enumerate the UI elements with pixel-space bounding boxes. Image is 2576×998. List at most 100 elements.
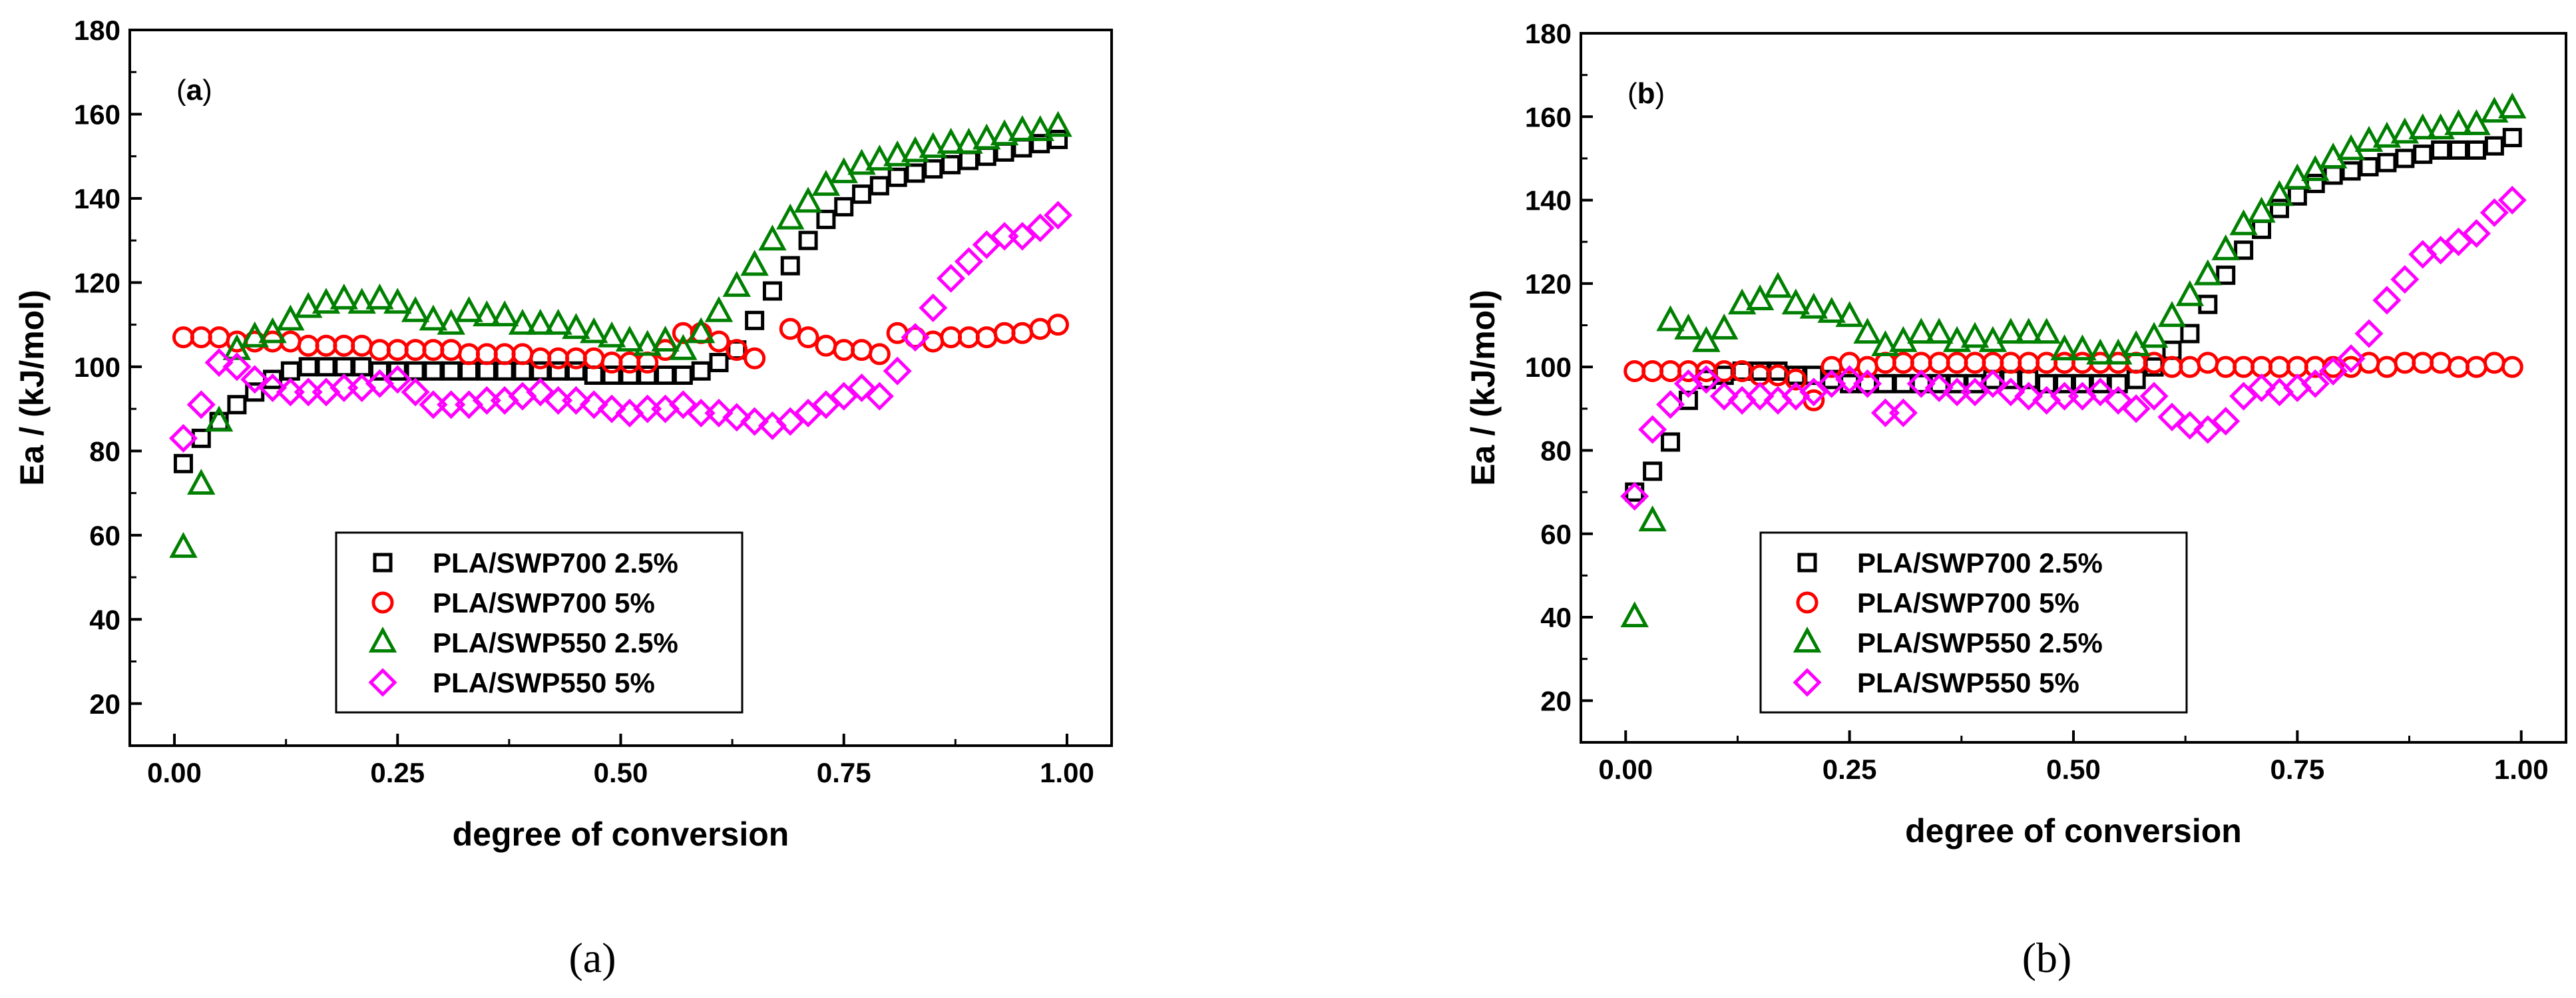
data-point-a-triangle xyxy=(347,288,376,314)
data-point-b-triangle xyxy=(2032,318,2061,344)
data-point-a-diamond xyxy=(294,377,323,407)
data-point-b-diamond xyxy=(1691,365,1721,394)
data-point-b-diamond xyxy=(1978,369,2008,398)
data-point-b-circle xyxy=(2233,356,2255,378)
data-point-b-triangle xyxy=(2408,113,2437,140)
data-point-b-diamond xyxy=(1906,369,1936,398)
data-point-a-triangle xyxy=(383,288,412,314)
data-point-a-triangle xyxy=(651,326,680,352)
data-point-a-square xyxy=(316,357,336,377)
legend-entry-a: PLA/SWP700 5% xyxy=(433,587,655,619)
data-point-a-triangle xyxy=(365,283,394,310)
data-point-a-diamond xyxy=(847,373,877,403)
y-tick-label-b: 160 xyxy=(1525,101,1572,132)
legend-marker-a-triangle xyxy=(368,626,397,653)
x-tick-label-b: 0.00 xyxy=(1598,754,1653,785)
x-tick-label-a: 0.75 xyxy=(817,757,871,788)
data-point-a-circle xyxy=(957,326,980,349)
data-point-b-diamond xyxy=(2479,198,2509,227)
data-point-a-triangle xyxy=(490,300,519,327)
y-tick-label-a: 40 xyxy=(89,604,120,635)
data-point-b-square xyxy=(2216,265,2236,285)
data-point-a-triangle xyxy=(526,308,555,335)
data-point-a-triangle xyxy=(222,334,252,360)
y-tick-label-b: 100 xyxy=(1525,352,1572,383)
data-point-a-square xyxy=(620,366,640,385)
x-tick-label-b: 1.00 xyxy=(2494,754,2549,785)
data-point-a-circle xyxy=(440,339,463,362)
data-point-a-diamond xyxy=(883,356,912,385)
data-point-b-diamond xyxy=(2157,402,2187,431)
data-point-a-triangle xyxy=(473,300,501,327)
data-point-b-diamond xyxy=(2462,219,2491,248)
data-point-a-square xyxy=(656,366,676,385)
data-point-b-triangle xyxy=(2247,196,2276,223)
data-point-a-circle xyxy=(493,343,516,366)
data-point-b-triangle xyxy=(1960,322,1990,348)
data-point-a-square xyxy=(513,361,533,381)
data-point-b-diamond xyxy=(1924,373,1954,403)
x-tick-label-b: 0.50 xyxy=(2046,754,2101,785)
data-point-a-square xyxy=(780,256,800,276)
data-point-a-triangle xyxy=(419,304,448,331)
data-point-b-circle xyxy=(2412,352,2434,374)
data-point-b-diamond xyxy=(1888,398,1918,427)
data-point-b-square xyxy=(2269,198,2289,218)
series-a-2 xyxy=(169,111,1072,558)
data-point-a-diamond xyxy=(186,390,216,419)
data-point-a-square xyxy=(1030,134,1050,154)
data-point-b-diamond xyxy=(2103,385,2133,415)
data-point-a-triangle xyxy=(865,144,894,171)
data-point-a-triangle xyxy=(847,148,876,175)
data-point-b-triangle xyxy=(2480,97,2509,123)
data-point-a-diamond xyxy=(901,323,930,352)
data-point-a-square xyxy=(709,353,729,373)
data-point-b-circle xyxy=(2465,356,2487,378)
data-point-a-square xyxy=(495,361,515,381)
data-point-b-square xyxy=(2108,374,2128,393)
data-point-a-diamond xyxy=(437,390,466,419)
data-point-a-circle xyxy=(975,326,998,349)
data-point-b-diamond xyxy=(1709,381,1739,411)
data-point-b-circle xyxy=(1946,352,1968,374)
data-point-b-circle xyxy=(2197,352,2219,374)
data-point-b-triangle xyxy=(1638,505,1667,532)
data-point-b-triangle xyxy=(2157,301,2187,328)
data-point-a-diamond xyxy=(990,222,1019,251)
data-point-b-triangle xyxy=(1727,288,1757,315)
data-point-a-triangle xyxy=(258,317,287,344)
data-point-a-triangle xyxy=(1044,111,1072,137)
y-tick-label-b: 140 xyxy=(1525,185,1572,216)
x-axis-label-b: degree of conversion xyxy=(1905,812,2242,850)
data-point-a-triangle xyxy=(437,308,465,335)
data-point-a-square xyxy=(638,366,658,385)
data-point-a-circle xyxy=(404,339,427,362)
data-point-a-square xyxy=(905,163,925,183)
data-point-b-triangle xyxy=(1996,318,2026,344)
data-point-b-circle xyxy=(2376,356,2398,378)
data-point-a-square xyxy=(959,150,978,170)
data-point-b-triangle xyxy=(2498,92,2527,119)
data-point-b-triangle xyxy=(1710,313,1739,340)
data-point-b-circle xyxy=(1659,360,1682,382)
data-point-b-circle xyxy=(1964,352,1986,374)
data-point-b-diamond xyxy=(2300,369,2330,398)
data-point-b-triangle xyxy=(2390,117,2420,144)
data-point-b-square xyxy=(2449,140,2469,160)
data-point-b-circle xyxy=(2000,352,2022,374)
data-point-a-circle xyxy=(940,326,963,349)
data-point-a-square xyxy=(352,357,372,377)
panel-label-a: (a) xyxy=(176,74,212,107)
data-point-a-triangle xyxy=(990,119,1019,146)
data-point-a-diamond xyxy=(222,352,252,381)
data-point-a-square xyxy=(387,361,407,381)
data-point-a-triangle xyxy=(758,224,787,251)
data-point-a-square xyxy=(691,361,711,381)
data-point-a-triangle xyxy=(597,321,626,348)
data-point-b-square xyxy=(2126,370,2146,389)
legend-b: PLA/SWP700 2.5% PLA/SWP700 5% PLA/SWP550 2… xyxy=(1759,531,2188,714)
data-point-a-square xyxy=(834,197,854,217)
data-point-a-triangle xyxy=(204,405,234,432)
data-point-a-diamond xyxy=(383,365,412,394)
data-point-b-triangle xyxy=(1871,330,1900,356)
